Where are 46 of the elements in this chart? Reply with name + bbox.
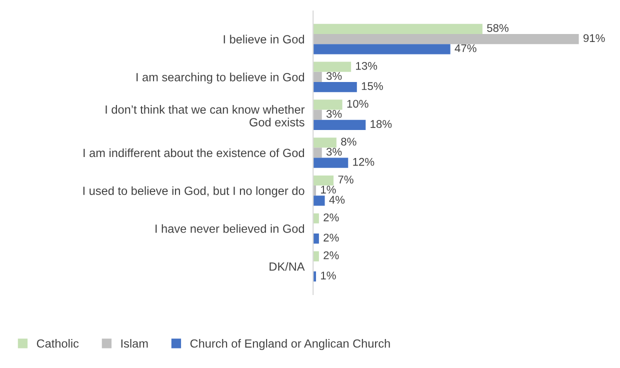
bar [313,196,325,206]
data-label: 3% [326,72,342,80]
y-tick-label: I believe in God [224,34,304,44]
legend-label: Church of England or Anglican Church [190,339,390,350]
y-tick-label: I am searching to believe in God [136,72,304,84]
bar [313,44,450,54]
data-label: 15% [362,82,383,90]
bar [313,213,319,224]
bar [313,148,322,158]
y-tick-label: DK/NA [270,262,305,271]
data-label: 4% [329,196,345,204]
data-label: 91% [584,34,605,42]
data-label: 2% [324,213,339,222]
bar [313,72,322,82]
bar [313,110,322,120]
data-label: 3% [326,110,342,118]
bar [313,138,336,148]
bar [313,251,319,262]
data-label: 13% [356,62,378,70]
y-tick-label: I don’t think that we can know whether God exists [106,105,305,126]
bar [313,62,352,72]
data-label: 7% [338,176,354,184]
bar [313,82,357,92]
y-tick-label: I used to believe in God, but I no longer do [83,186,304,198]
data-label: 2% [324,234,339,242]
data-label: 10% [347,100,368,108]
legend-label: Catholic [36,339,79,348]
data-label: 2% [324,251,339,260]
data-label: 58% [487,24,508,32]
bar [313,34,579,44]
data-label: 12% [353,158,374,166]
data-label: 47% [454,44,476,52]
y-tick-label: I have never believed in God [156,224,304,233]
data-label: 18% [370,120,392,128]
bar [313,24,482,34]
bar [313,120,366,130]
data-label: 8% [341,138,356,146]
data-label: 3% [326,148,342,156]
data-label: 1% [321,186,336,194]
y-tick-label: I am indifferent about the existence of God [84,148,304,158]
bar [313,175,334,186]
bar [313,158,348,168]
data-label: 1% [321,272,336,280]
bar [313,234,319,244]
bar [313,100,342,110]
legend-label: Islam [121,339,148,348]
